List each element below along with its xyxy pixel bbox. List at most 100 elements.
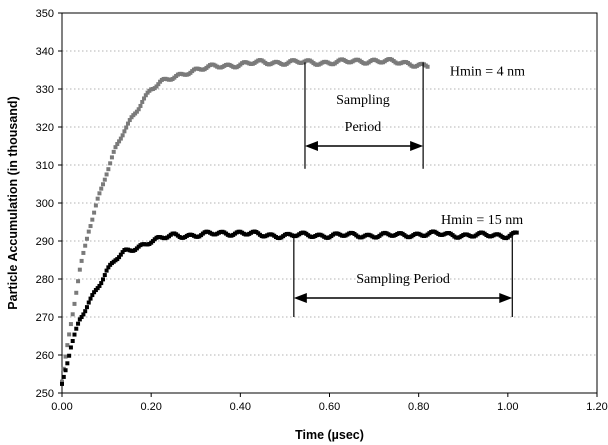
data-point	[90, 293, 95, 298]
data-point	[104, 172, 109, 177]
data-point	[134, 109, 139, 114]
data-point	[108, 161, 113, 166]
data-point	[93, 203, 98, 208]
arrowhead	[499, 293, 513, 303]
data-point	[67, 353, 72, 358]
data-point	[142, 96, 147, 101]
data-point	[97, 283, 102, 288]
data-point	[74, 290, 79, 295]
sampling-period-4nm-label-line1: Sampling	[336, 93, 390, 108]
tick-label-y: 290	[36, 236, 54, 248]
data-point	[140, 99, 145, 104]
data-point	[125, 121, 130, 126]
data-point	[127, 118, 132, 123]
data-point	[84, 236, 89, 241]
data-point	[154, 84, 159, 89]
tick-label-y: 260	[36, 350, 54, 362]
data-point	[129, 115, 134, 120]
data-point	[514, 230, 519, 235]
data-point	[102, 177, 107, 182]
tick-label-x: 0.80	[408, 401, 429, 413]
data-point	[83, 309, 88, 314]
data-point	[118, 136, 123, 141]
data-point	[120, 250, 125, 255]
label-hmin-15nm: Hmin = 15 nm	[441, 213, 523, 228]
arrowhead	[410, 141, 424, 151]
data-point	[156, 82, 161, 87]
data-point	[99, 186, 104, 191]
data-point	[76, 279, 81, 284]
data-point	[72, 332, 77, 337]
tick-label-y: 330	[36, 84, 54, 96]
data-point	[136, 107, 141, 112]
data-point	[70, 312, 75, 317]
data-point	[68, 322, 73, 327]
data-point	[63, 354, 68, 359]
y-axis-title: Particle Accumulation (in thousand)	[6, 96, 20, 309]
data-point	[117, 139, 122, 144]
data-point	[106, 265, 111, 270]
data-point	[104, 268, 109, 273]
arrowhead	[293, 293, 307, 303]
data-point	[81, 250, 86, 255]
data-point	[79, 258, 84, 263]
data-point	[97, 191, 102, 196]
tick-label-y: 310	[36, 160, 54, 172]
arrowhead	[304, 141, 318, 151]
data-point	[60, 379, 64, 384]
data-point	[65, 361, 70, 366]
data-point	[63, 368, 68, 373]
data-point	[101, 182, 106, 187]
series-1	[60, 57, 430, 384]
data-point	[70, 338, 75, 343]
label-hmin-4nm: Hmin = 4 nm	[450, 65, 525, 80]
data-point	[77, 317, 82, 322]
sampling-period-15nm-label: Sampling Period	[356, 272, 450, 287]
data-point	[99, 281, 104, 286]
tick-label-x: 1.00	[497, 401, 518, 413]
tick-label-y: 340	[36, 46, 54, 58]
series-2	[60, 229, 519, 386]
tick-label-x: 1.20	[586, 401, 607, 413]
data-point	[425, 64, 430, 69]
data-point	[115, 142, 120, 147]
data-point	[68, 345, 73, 350]
x-axis-title: Time (µsec)	[295, 428, 364, 442]
tick-label-y: 300	[36, 198, 54, 210]
data-point	[124, 125, 129, 130]
sampling-period-4nm-label-line2: Period	[345, 120, 382, 135]
axes: 250 260 270 280 290 300 310 320 330 340 350 0.00 0.2…	[36, 8, 608, 413]
series-points	[60, 57, 519, 386]
data-point	[109, 155, 114, 160]
data-point	[72, 301, 77, 306]
data-point	[79, 315, 84, 320]
data-point	[65, 343, 70, 348]
data-point	[95, 196, 100, 201]
data-point	[81, 312, 86, 317]
data-point	[101, 277, 106, 282]
data-point	[118, 252, 123, 257]
data-point	[106, 167, 111, 172]
tick-label-x: 0.40	[230, 401, 251, 413]
data-point	[95, 286, 100, 291]
data-point	[76, 321, 81, 326]
data-point	[102, 273, 107, 278]
data-point	[74, 326, 79, 331]
data-point	[92, 290, 97, 295]
tick-label-x: 0.20	[140, 401, 161, 413]
data-point	[117, 255, 122, 260]
data-point	[83, 243, 88, 248]
tick-label-y: 350	[36, 8, 54, 20]
data-point	[92, 210, 97, 215]
data-point	[67, 332, 72, 337]
data-point	[60, 381, 64, 386]
annotations: Hmin = 4 nm Sampling Period Hmin = 15 nm Sam…	[293, 62, 525, 317]
data-point	[122, 129, 127, 134]
data-point	[88, 224, 93, 229]
data-point	[61, 374, 66, 379]
tick-label-y: 250	[36, 388, 54, 400]
data-point	[111, 149, 116, 154]
data-point	[86, 229, 91, 234]
tick-label-y: 280	[36, 274, 54, 286]
